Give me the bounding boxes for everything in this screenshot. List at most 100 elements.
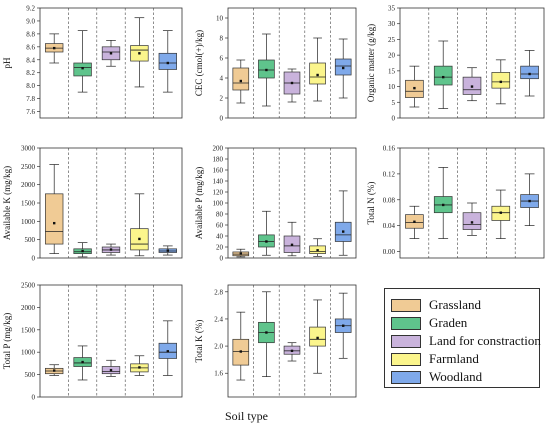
panel-frame xyxy=(399,147,545,259)
box-farmland xyxy=(130,17,149,88)
legend-item-graden: Graden xyxy=(391,315,467,331)
box-graden xyxy=(258,33,275,107)
y-tick-label: 1000 xyxy=(21,349,36,357)
y-tick-label: 160 xyxy=(213,167,224,175)
mean-marker xyxy=(499,80,502,84)
y-tick-label: 20 xyxy=(216,244,224,252)
y-tick-label: 200 xyxy=(213,145,224,153)
legend-item-grassland: Grassland xyxy=(391,297,481,313)
panel-3: 0 5 10 15 20 25 30 35 Organic matter (g/kg) xyxy=(366,5,545,123)
mean-marker xyxy=(528,72,531,76)
box-farmland xyxy=(491,189,511,239)
y-tick-label: 0 xyxy=(32,394,36,402)
iqr-box xyxy=(232,67,250,91)
x-axis-title: Soil type xyxy=(225,409,269,423)
y-axis-label: CEC (cmol(+)/kg) xyxy=(194,30,204,96)
mean-marker xyxy=(290,243,294,246)
y-axis-label: Total P (mg/kg) xyxy=(2,313,12,370)
mean-marker xyxy=(239,350,242,353)
y-tick-label: 10 xyxy=(388,83,396,91)
mean-marker xyxy=(342,230,345,233)
y-axis-label: Available P (mg/kg) xyxy=(194,167,204,239)
box-farmland xyxy=(130,193,149,257)
y-tick-label: 60 xyxy=(216,222,224,230)
mean-marker xyxy=(166,249,169,252)
box-woodland xyxy=(158,30,177,93)
mean-marker xyxy=(53,46,56,50)
legend-label-land-for-construction: Land for constraction xyxy=(429,333,541,348)
box-grassland xyxy=(405,65,424,108)
iqr-box xyxy=(309,62,326,85)
y-tick-label: 8.8 xyxy=(26,30,35,38)
panel-4: 0 500 1000 1500 2000 2500 3000 Available K (mg/… xyxy=(2,145,183,263)
y-tick-label: 7.6 xyxy=(26,108,35,116)
y-tick-label: 8.6 xyxy=(26,43,35,51)
box-woodland xyxy=(158,245,177,256)
iqr-box xyxy=(520,65,539,80)
y-tick-label: 120 xyxy=(213,189,224,197)
box-woodland xyxy=(520,173,539,226)
mean-marker xyxy=(138,52,141,55)
mean-marker xyxy=(442,75,445,79)
y-tick-label: 0.16 xyxy=(383,145,396,153)
box-land-for-constraction xyxy=(462,67,482,102)
box-grassland xyxy=(405,205,424,239)
legend-label-grassland: Grassland xyxy=(429,297,481,312)
panel-2: 0 2 4 6 8 10 CEC (cmol(+)/kg) xyxy=(194,7,357,123)
mean-marker xyxy=(53,369,56,372)
y-tick-label: 2500 xyxy=(21,163,36,171)
mean-marker xyxy=(413,220,416,223)
y-tick-label: 3000 xyxy=(21,145,36,153)
box-woodland xyxy=(334,38,352,99)
box-grassland xyxy=(232,311,250,381)
mean-marker xyxy=(239,252,242,255)
legend-item-farmland: Farmland xyxy=(391,351,479,367)
mean-marker xyxy=(81,360,84,364)
y-tick-label: 2500 xyxy=(21,282,36,290)
mean-marker xyxy=(528,199,531,203)
y-axis-label: Organic matter (g/kg) xyxy=(366,24,376,102)
box-farmland xyxy=(491,59,511,105)
mean-marker xyxy=(53,221,56,225)
y-tick-label: 0.04 xyxy=(383,222,396,230)
box-graden xyxy=(433,40,453,109)
y-tick-label: 8.2 xyxy=(26,69,35,77)
iqr-box xyxy=(309,326,326,347)
y-tick-label: 1.6 xyxy=(214,370,223,378)
mean-marker xyxy=(413,86,416,90)
box-woodland xyxy=(334,190,352,256)
iqr-box xyxy=(433,65,453,86)
box-land-for-constraction xyxy=(101,359,121,377)
y-tick-label: 15 xyxy=(388,67,396,75)
panel-frame xyxy=(227,284,357,398)
y-tick-label: 5 xyxy=(392,99,396,107)
box-grassland xyxy=(232,59,250,104)
y-tick-label: 10 xyxy=(216,15,224,23)
box-grassland xyxy=(232,248,250,258)
y-tick-label: 1000 xyxy=(21,218,36,226)
box-farmland xyxy=(309,238,326,257)
mean-marker xyxy=(342,66,345,70)
y-tick-label: 8.0 xyxy=(26,82,35,90)
mean-marker xyxy=(166,61,169,65)
legend-swatch-farmland xyxy=(391,352,421,366)
box-graden xyxy=(258,210,275,256)
y-tick-label: 20 xyxy=(388,52,396,60)
box-graden xyxy=(73,30,92,93)
panel-frame xyxy=(39,7,183,119)
mean-marker xyxy=(166,350,169,353)
panel-8: 1.6 2.0 2.4 2.8 Total K (%) xyxy=(194,284,357,398)
y-tick-label: 0 xyxy=(220,255,224,263)
y-tick-label: 180 xyxy=(213,156,224,164)
y-tick-label: 500 xyxy=(25,371,36,379)
iqr-box xyxy=(462,212,482,230)
y-tick-label: 0 xyxy=(220,115,224,123)
panel-frame xyxy=(399,7,545,119)
box-graden xyxy=(258,291,275,377)
y-tick-label: 25 xyxy=(388,36,396,44)
y-tick-label: 8 xyxy=(220,35,224,43)
panel-1: 7.6 7.8 8.0 8.2 8.4 8.6 8.8 9.0 9.2 pH xyxy=(2,5,183,119)
iqr-box xyxy=(491,72,511,89)
y-tick-label: 30 xyxy=(388,20,396,28)
